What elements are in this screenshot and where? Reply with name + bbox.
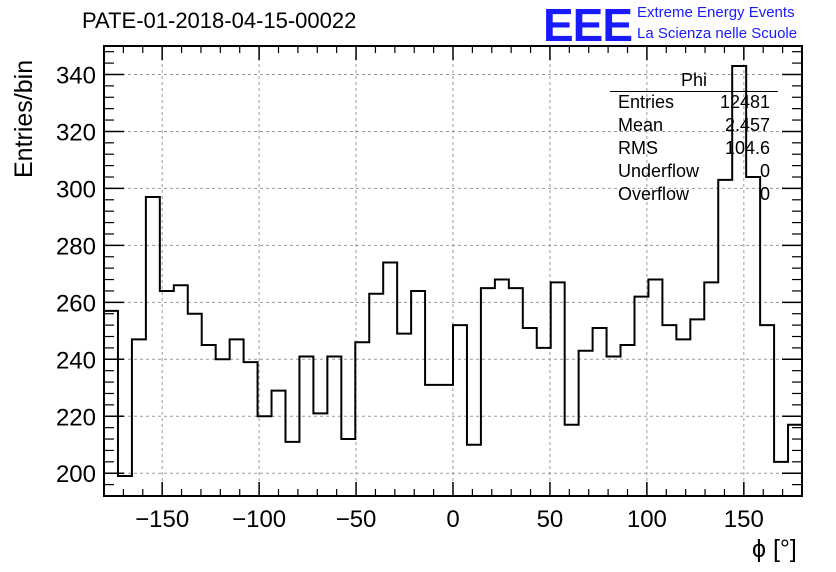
y-tick-labels: 200 220 240 260 280 300 320 340 — [56, 62, 96, 488]
y-tick-label: 320 — [56, 119, 96, 146]
y-tick-label: 240 — [56, 347, 96, 374]
stats-key: Overflow — [618, 184, 690, 204]
x-tick-label: 50 — [537, 506, 564, 533]
x-tick-label: −50 — [336, 506, 377, 533]
y-axis-label: Entries/bin — [10, 59, 38, 178]
stats-value: 104.6 — [724, 138, 770, 158]
stats-row-overflow: Overflow 0 — [618, 184, 770, 207]
stats-value: 0 — [759, 161, 770, 181]
y-tick-label: 220 — [56, 404, 96, 431]
histogram-series-phi — [104, 64, 802, 478]
eee-logo: EEE — [543, 0, 633, 51]
axis-ticks — [104, 46, 802, 496]
stats-key: Mean — [618, 115, 664, 135]
x-tick-label: 150 — [724, 506, 764, 533]
stats-key: Underflow — [618, 161, 700, 181]
stats-value: 2.457 — [724, 115, 770, 135]
stats-key: RMS — [618, 138, 658, 158]
histogram-title: PATE-01-2018-04-15-00022 — [82, 8, 357, 33]
x-tick-labels: −150 −100 −50 0 50 100 150 — [135, 506, 764, 533]
y-tick-label: 300 — [56, 176, 96, 203]
y-tick-label: 280 — [56, 233, 96, 260]
y-tick-label: 200 — [56, 461, 96, 488]
stats-value: 0 — [759, 184, 770, 204]
stats-key: Entries — [618, 92, 675, 112]
stats-histogram-name: Phi — [680, 70, 707, 90]
x-tick-label: 0 — [446, 506, 459, 533]
x-tick-label: −100 — [232, 506, 286, 533]
stats-row-rms: RMS 104.6 — [618, 138, 770, 161]
stats-divider — [610, 91, 778, 92]
x-tick-label: −150 — [135, 506, 189, 533]
y-tick-label: 260 — [56, 290, 96, 317]
x-tick-label: 100 — [627, 506, 667, 533]
stats-row-underflow: Underflow 0 — [618, 161, 770, 184]
x-axis-label: ϕ [°] — [752, 535, 797, 563]
logo-line-scienza-scuole: La Scienza nelle Scuole — [637, 25, 798, 42]
y-tick-label: 340 — [56, 62, 96, 89]
stats-row-entries: Entries 12481 — [618, 92, 770, 115]
logo-line-extreme-energy-events: Extreme Energy Events — [637, 4, 795, 21]
stats-value: 12481 — [719, 92, 770, 112]
stats-row-mean: Mean 2.457 — [618, 115, 770, 138]
